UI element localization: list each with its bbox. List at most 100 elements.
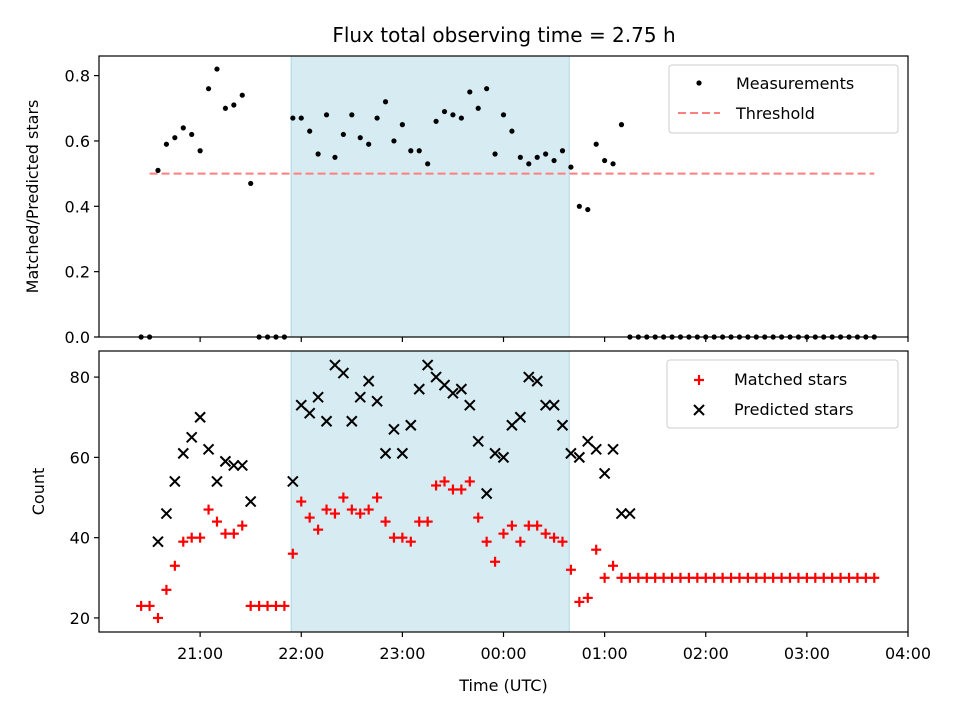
predicted-star-point	[303, 407, 316, 419]
measurement-point	[231, 102, 237, 108]
measurement-point	[189, 131, 195, 138]
measurement-point	[492, 151, 498, 157]
measurement-point	[307, 128, 313, 134]
measurement-point	[433, 118, 439, 124]
predicted-star-point	[624, 507, 636, 520]
chart-title: Flux total observing time = 2.75 h	[332, 23, 675, 47]
matched-star-point	[464, 476, 475, 487]
predicted-x-b	[497, 451, 510, 464]
predicted-x-b	[228, 459, 240, 472]
matched-star-point	[860, 572, 871, 583]
measurement-point	[298, 115, 304, 121]
predicted-star-point	[236, 459, 248, 472]
matched-star-point	[195, 532, 206, 543]
legend-measurements-label: Measurements	[736, 74, 854, 93]
predicted-star-point	[472, 435, 484, 448]
matched-star-point	[279, 600, 290, 611]
predicted-star-point	[354, 391, 366, 403]
predicted-x-b	[388, 423, 400, 435]
matched-star-point	[768, 572, 779, 583]
measurement-point	[239, 92, 245, 98]
matched-star-point	[709, 572, 720, 583]
predicted-star-point	[185, 431, 198, 444]
predicted-star-point	[371, 395, 383, 407]
observing-window-shade-bottom	[290, 350, 570, 633]
top-y-axis-label: Matched/Predicted stars	[23, 100, 42, 294]
matched-star-point	[565, 564, 576, 575]
predicted-x-b	[362, 375, 375, 387]
measurement-point	[197, 148, 203, 154]
matched-star-point	[641, 572, 652, 583]
predicted-x-b	[152, 535, 164, 548]
matched-star-point	[776, 572, 787, 583]
predicted-x-b	[615, 507, 628, 520]
matched-star-point	[473, 512, 484, 523]
predicted-star-point	[287, 475, 299, 488]
legend-matched-label: Matched stars	[734, 370, 847, 389]
measurement-point	[467, 89, 473, 95]
predicted-x-b	[354, 391, 366, 403]
matched-star-point	[169, 560, 180, 571]
predicted-star-point	[194, 411, 206, 423]
predicted-x-b	[531, 375, 543, 387]
predicted-star-point	[447, 387, 459, 399]
measurement-point	[618, 122, 625, 128]
matched-star-point	[405, 536, 416, 547]
matched-star-point	[582, 592, 593, 603]
matched-star-point	[667, 572, 678, 583]
bottom-plot-marks	[136, 359, 880, 623]
matched-star-point	[136, 600, 147, 611]
matched-star-point	[683, 572, 694, 583]
matched-star-point	[296, 496, 307, 507]
predicted-x-b	[371, 395, 383, 407]
measurement-point	[205, 86, 212, 92]
matched-star-point	[759, 572, 770, 583]
predicted-star-point	[556, 419, 569, 431]
measurement-point	[290, 115, 296, 121]
predicted-x-b	[160, 507, 173, 520]
measurement-point	[509, 128, 515, 134]
matched-star-point	[523, 520, 534, 531]
matched-star-point	[624, 572, 635, 583]
matched-star-point	[506, 520, 517, 531]
predicted-star-point	[362, 375, 375, 387]
measurement-point	[425, 161, 431, 167]
predicted-star-point	[320, 415, 333, 427]
predicted-x-b	[447, 387, 459, 399]
measurement-point	[450, 112, 456, 118]
predicted-x-b	[194, 411, 206, 423]
predicted-star-point	[514, 411, 527, 423]
matched-star-point	[675, 572, 686, 583]
matched-star-point	[844, 572, 855, 583]
matched-star-point	[793, 572, 804, 583]
matched-star-point	[237, 520, 248, 531]
predicted-x-b	[430, 371, 442, 383]
predicted-x-b	[169, 475, 181, 488]
predicted-x-b	[565, 447, 577, 460]
predicted-x-b	[329, 359, 341, 371]
matched-star-point	[363, 504, 374, 515]
y-tick-label: 20	[70, 609, 90, 628]
predicted-x-b	[472, 435, 484, 448]
predicted-x-b	[590, 443, 602, 456]
y-tick-label: 0.4	[65, 197, 90, 216]
predicted-star-point	[539, 399, 552, 411]
predicted-star-point	[497, 451, 510, 464]
predicted-star-point	[337, 367, 350, 379]
matched-star-point	[144, 600, 155, 611]
top-panel: 0.00.20.40.60.8 Matched/Predicted stars …	[23, 55, 909, 347]
measurement-point	[374, 115, 380, 121]
predicted-x-b	[413, 383, 425, 395]
measurement-point	[340, 131, 346, 138]
bottom-y-axis-label: Count	[29, 468, 48, 516]
predicted-x-b	[295, 399, 307, 411]
legend-box	[666, 359, 899, 429]
measurement-point	[585, 206, 591, 213]
matched-star-point	[161, 584, 172, 595]
matched-star-point	[270, 600, 281, 611]
predicted-x-b	[337, 367, 350, 379]
matched-star-point	[262, 600, 273, 611]
measurement-point	[441, 108, 448, 115]
